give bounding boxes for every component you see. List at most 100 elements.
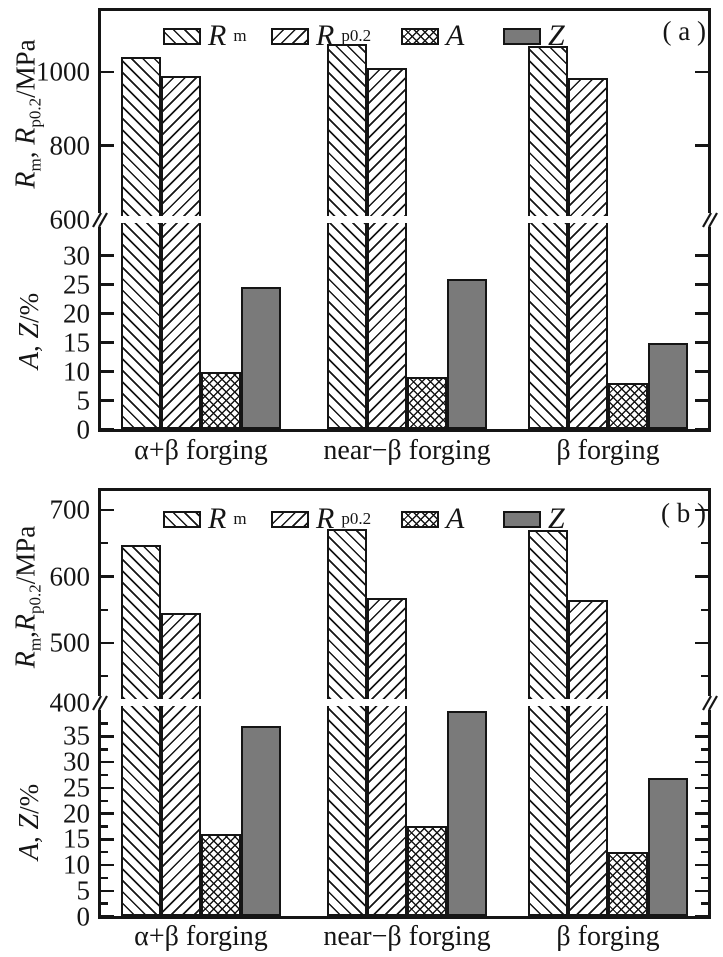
y-tick-700-b	[695, 508, 708, 512]
bar-a-group3-a	[608, 383, 648, 429]
y-tick-5-a	[101, 399, 114, 402]
y-minor-tick-650-b	[101, 542, 108, 545]
bar-rp0-2-group3-b	[568, 599, 608, 916]
legend-swatch-cross	[401, 27, 439, 45]
legend-swatch-slash	[271, 27, 309, 45]
bar-z-group2-a	[447, 278, 487, 429]
y-tick-20-b	[695, 812, 708, 815]
category-label-forging-a: α+β forging	[134, 435, 268, 466]
bar-rp0-2-group1-b	[161, 613, 201, 916]
y-tick-label-30-b: 30	[63, 746, 90, 777]
y-tick-10-b	[695, 863, 708, 867]
legend-swatch-slash	[271, 510, 309, 528]
y-minor-tick-37-5-b	[701, 722, 708, 725]
legend-label: A	[446, 19, 465, 52]
y-tick-label-800-a: 800	[49, 130, 91, 160]
y-tick-label-10-a: 10	[63, 356, 90, 386]
bar-z-group3-b	[648, 777, 688, 916]
axis-break-band-a	[101, 216, 708, 223]
y-tick-10-a	[101, 370, 114, 373]
y-tick-label-35-b: 35	[63, 720, 90, 751]
y-tick-25-a	[695, 283, 708, 286]
y-minor-tick-550-b	[101, 608, 108, 611]
y-tick-15-b	[101, 838, 114, 841]
bar-a-group2-b	[407, 826, 447, 916]
legend-label: Z	[548, 19, 565, 52]
legend-label-subscript: p0.2	[341, 26, 372, 45]
legend-swatch-solid	[503, 510, 541, 528]
bar-rm-group2-a	[327, 44, 367, 429]
y-tick-15-a	[695, 341, 708, 344]
bar-z-group1-b	[241, 726, 281, 916]
y-tick-label-10-b: 10	[63, 849, 90, 880]
y-tick-label-20-b: 20	[63, 798, 90, 829]
y-minor-tick-450-b	[701, 675, 708, 678]
y-tick-5-b	[695, 889, 708, 892]
y-tick-35-b	[101, 735, 114, 738]
y-minor-tick-7.5-b	[701, 876, 708, 880]
bar-rp0-2-group2-b	[367, 598, 407, 916]
bar-a-group3-b	[608, 852, 648, 916]
y-tick-25-b	[101, 786, 114, 790]
y-tick-0-a	[101, 428, 114, 431]
axis-break-icon	[698, 211, 721, 228]
y-tick-20-a	[101, 312, 114, 315]
y-tick-5-a	[695, 399, 708, 402]
y-tick-500-b	[695, 641, 708, 645]
category-label-forging-b: α+β forging	[134, 921, 268, 952]
y-tick-600-b	[695, 575, 708, 578]
legend-label: R	[208, 19, 227, 52]
y-minor-tick-7.5-b	[101, 876, 108, 880]
bar-rm-group3-b	[528, 529, 568, 916]
category-label-forging-a: β forging	[556, 435, 660, 466]
axis-break-icon	[88, 211, 111, 228]
y-tick-0-a	[695, 428, 708, 431]
y-tick-800-a	[101, 144, 114, 147]
y-tick-10-b	[101, 863, 114, 867]
legend-label-subscript: m	[233, 26, 247, 45]
y-minor-tick-32.5-b	[101, 748, 108, 751]
y-tick-0-b	[101, 915, 114, 918]
bar-rm-group1-b	[121, 544, 161, 916]
y-tick-label-1000-a: 1000	[36, 56, 90, 87]
y-tick-label-25-a: 25	[63, 269, 90, 299]
legend-swatch-backslash	[163, 510, 201, 528]
bar-z-group2-b	[447, 710, 487, 916]
bar-rp0-2-group3-a	[568, 77, 608, 429]
y-tick-20-b	[101, 812, 114, 815]
y-tick-label-5-a: 5	[76, 385, 91, 415]
y-tick-30-a	[695, 254, 708, 257]
y-minor-tick-450-b	[101, 675, 108, 678]
bar-rp0-2-group2-a	[367, 68, 407, 429]
y-tick-35-b	[695, 735, 708, 738]
y-minor-tick-550-b	[701, 608, 708, 611]
y-tick-30-b	[101, 761, 114, 764]
y-tick-600-b	[101, 575, 114, 578]
category-label-near-forging-a: near−β forging	[323, 435, 491, 466]
y-minor-tick-17.5-b	[101, 825, 108, 828]
y-minor-tick-27.5-b	[701, 773, 708, 777]
legend-label-subscript: p0.2	[341, 509, 372, 528]
bar-z-group1-a	[241, 287, 281, 429]
y-tick-label-700-b: 700	[49, 494, 91, 525]
y-tick-15-b	[695, 838, 708, 841]
axis-break-band-b	[101, 699, 708, 706]
legend-item-z-b: Z	[503, 504, 565, 534]
bar-rp0-2-group1-a	[161, 75, 201, 429]
y-minor-tick-22.5-b	[101, 799, 108, 802]
y-minor-tick-32.5-b	[701, 748, 708, 751]
y-minor-tick-650-b	[701, 542, 708, 545]
legend-swatch-backslash	[163, 27, 201, 45]
axis-break-icon	[698, 694, 721, 711]
y-minor-tick-17.5-b	[701, 825, 708, 828]
y-tick-20-a	[695, 312, 708, 315]
y-tick-15-a	[101, 341, 114, 344]
y-tick-label-15-b: 15	[63, 823, 90, 854]
y-tick-25-a	[101, 283, 114, 286]
y-tick-0-b	[695, 915, 708, 918]
y-tick-label-400-b: 400	[49, 687, 91, 717]
y-tick-30-b	[695, 761, 708, 764]
y-tick-label-600-a: 600	[49, 204, 91, 234]
